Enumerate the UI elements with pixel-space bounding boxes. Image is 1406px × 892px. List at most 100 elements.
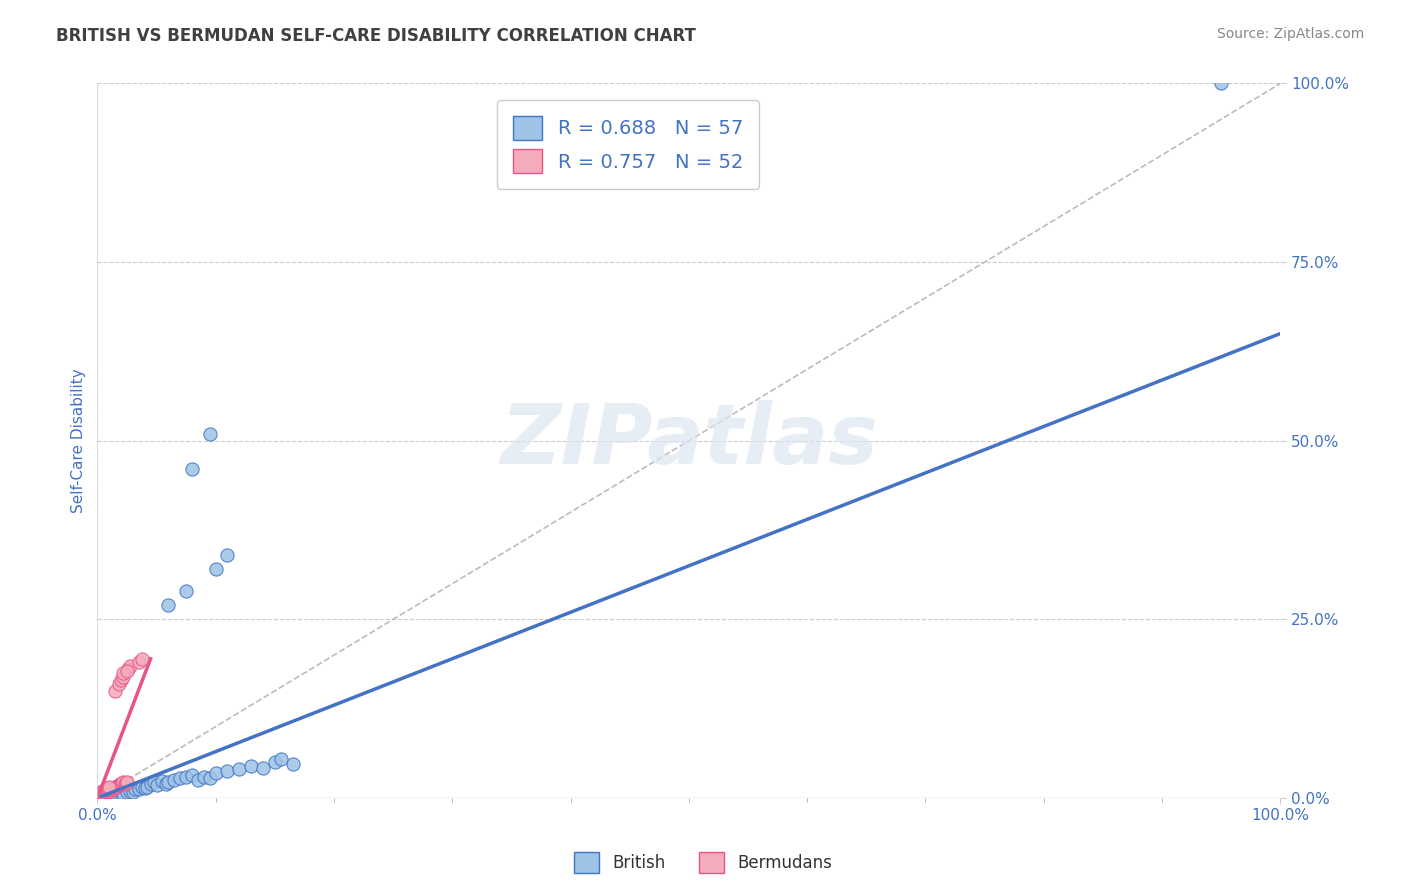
Point: [90, 789, 112, 803]
Point: [143, 775, 166, 789]
Point: [100, 782, 122, 797]
Point: [105, 788, 128, 802]
Point: [145, 778, 167, 792]
Point: [89, 789, 111, 804]
Point: [91, 788, 114, 802]
Point: [93, 787, 115, 801]
Point: [90, 788, 112, 802]
Point: [128, 655, 150, 669]
Y-axis label: Self-Care Disability: Self-Care Disability: [72, 368, 86, 513]
Point: [134, 780, 156, 795]
Point: [198, 771, 221, 785]
Point: [104, 787, 127, 801]
Point: [181, 462, 204, 476]
Point: [263, 756, 285, 770]
Point: [112, 665, 135, 680]
Point: [93, 786, 115, 800]
Point: [110, 785, 132, 799]
Point: [136, 780, 159, 794]
Point: [96, 785, 118, 799]
Point: [96, 788, 118, 802]
Point: [105, 780, 128, 794]
Point: [89, 790, 111, 805]
Point: [252, 761, 274, 775]
Point: [131, 651, 153, 665]
Point: [114, 776, 136, 790]
Point: [87, 789, 110, 804]
Point: [91, 788, 114, 802]
Point: [91, 789, 114, 803]
Point: [94, 785, 117, 799]
Point: [104, 780, 127, 795]
Point: [98, 788, 121, 802]
Text: Source: ZipAtlas.com: Source: ZipAtlas.com: [1216, 27, 1364, 41]
Point: [193, 770, 215, 784]
Point: [112, 669, 135, 683]
Point: [96, 784, 118, 798]
Point: [110, 673, 132, 688]
Point: [110, 777, 132, 791]
Point: [107, 786, 129, 800]
Point: [107, 778, 129, 792]
Point: [128, 781, 150, 796]
Point: [98, 788, 121, 802]
Point: [108, 777, 131, 791]
Point: [91, 789, 114, 804]
Point: [139, 777, 162, 791]
Point: [107, 779, 129, 793]
Point: [90, 789, 112, 804]
Point: [97, 784, 120, 798]
Point: [112, 787, 135, 801]
Point: [103, 780, 125, 795]
Point: [131, 780, 153, 795]
Point: [163, 773, 186, 788]
Point: [90, 790, 112, 805]
Point: [98, 780, 121, 795]
Point: [89, 789, 111, 803]
Point: [217, 548, 239, 562]
Point: [157, 775, 180, 789]
Point: [120, 784, 142, 798]
Point: [104, 684, 127, 698]
Point: [98, 783, 121, 797]
Point: [112, 775, 135, 789]
Point: [101, 781, 124, 796]
Point: [157, 598, 180, 612]
Point: [1211, 77, 1233, 91]
Point: [111, 776, 134, 790]
Point: [93, 789, 115, 803]
Point: [91, 788, 114, 802]
Point: [91, 788, 114, 802]
Point: [181, 768, 204, 782]
Point: [281, 756, 304, 771]
Text: ZIPatlas: ZIPatlas: [501, 401, 877, 482]
Point: [117, 662, 139, 676]
Point: [107, 677, 129, 691]
Point: [98, 784, 121, 798]
Point: [217, 764, 239, 778]
Point: [198, 426, 221, 441]
Point: [97, 789, 120, 803]
Point: [124, 782, 146, 797]
Point: [115, 664, 138, 678]
Legend: R = 0.688   N = 57, R = 0.757   N = 52: R = 0.688 N = 57, R = 0.757 N = 52: [498, 100, 759, 188]
Point: [98, 783, 121, 797]
Point: [89, 789, 111, 803]
Point: [90, 785, 112, 799]
Point: [152, 773, 174, 788]
Point: [174, 770, 197, 784]
Point: [240, 759, 263, 773]
Point: [204, 562, 226, 576]
Point: [187, 773, 209, 788]
Legend: British, Bermudans: British, Bermudans: [567, 846, 839, 880]
Point: [91, 784, 114, 798]
Point: [101, 788, 124, 802]
Point: [100, 788, 122, 802]
Point: [91, 787, 114, 801]
Point: [94, 786, 117, 800]
Point: [93, 783, 115, 797]
Point: [174, 583, 197, 598]
Point: [228, 763, 250, 777]
Point: [204, 766, 226, 780]
Point: [121, 785, 143, 799]
